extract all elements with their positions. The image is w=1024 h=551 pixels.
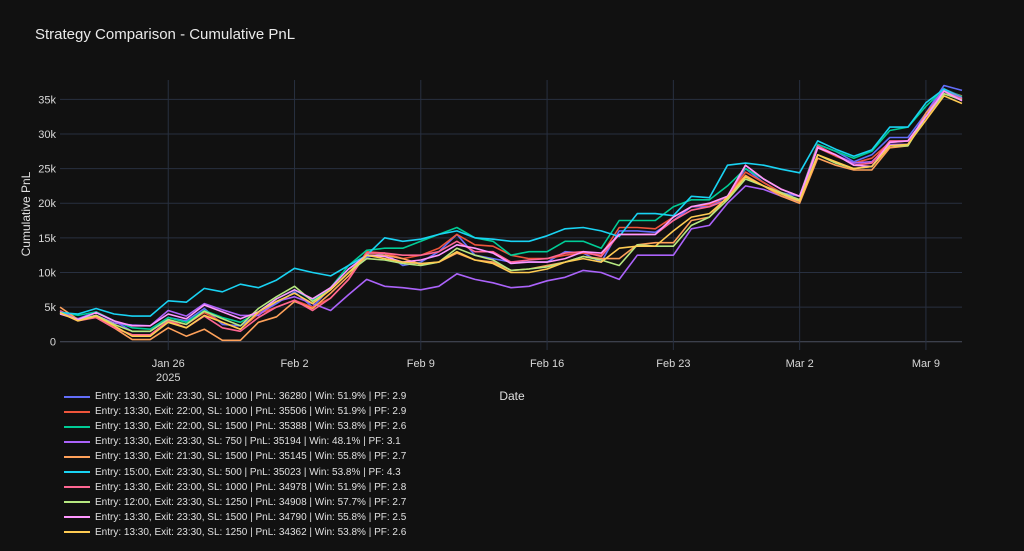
x-tick-label: Feb 2 (280, 358, 308, 370)
legend-swatch (64, 501, 90, 504)
series-line-9[interactable] (59, 90, 963, 327)
x-tick-label: Feb 16 (530, 358, 564, 370)
legend-item-3[interactable]: Entry: 13:30, Exit: 22:00, SL: 1500 | Pn… (64, 419, 406, 434)
legend-item-4[interactable]: Entry: 13:30, Exit: 23:30, SL: 750 | PnL… (64, 434, 406, 449)
chart-title: Strategy Comparison - Cumulative PnL (35, 26, 296, 43)
series-lines (59, 84, 963, 342)
x-tick-label: Feb 9 (407, 358, 435, 370)
legend-item-10[interactable]: Entry: 13:30, Exit: 23:30, SL: 1250 | Pn… (64, 525, 406, 540)
x-axis-title: Date (499, 389, 525, 403)
series-line-2[interactable] (59, 89, 963, 338)
y-tick-label: 15k (38, 233, 56, 245)
legend-item-1[interactable]: Entry: 13:30, Exit: 23:30, SL: 1000 | Pn… (64, 389, 406, 404)
legend-swatch (64, 486, 90, 489)
x-tick-year-label: 2025 (156, 372, 180, 384)
axis-ticks: 0 5k 10k 15k 20k 25k 30k 35k Jan 26 2025 Feb 2 Feb … (38, 94, 940, 384)
legend-item-2[interactable]: Entry: 13:30, Exit: 22:00, SL: 1000 | Pn… (64, 404, 406, 419)
legend-item-9[interactable]: Entry: 13:30, Exit: 23:30, SL: 1500 | Pn… (64, 510, 406, 525)
y-tick-label: 10k (38, 267, 56, 279)
legend-label: Entry: 13:30, Exit: 21:30, SL: 1500 | Pn… (95, 451, 407, 463)
y-tick-label: 0 (50, 337, 56, 349)
legend: Entry: 13:30, Exit: 23:30, SL: 1000 | Pn… (64, 389, 406, 540)
legend-label: Entry: 13:30, Exit: 23:30, SL: 1500 | Pn… (95, 511, 407, 523)
series-line-7[interactable] (59, 90, 963, 336)
y-tick-label: 30k (38, 129, 56, 141)
series-line-6[interactable] (59, 88, 963, 317)
legend-swatch (64, 425, 90, 428)
series-line-3[interactable] (59, 88, 963, 331)
legend-label: Entry: 13:30, Exit: 23:30, SL: 1250 | Pn… (95, 526, 407, 538)
series-line-5[interactable] (59, 93, 963, 342)
y-tick-label: 5k (44, 302, 56, 314)
series-line-4[interactable] (59, 88, 963, 327)
y-tick-label: 35k (38, 94, 56, 106)
series-line-10[interactable] (59, 95, 963, 338)
legend-item-5[interactable]: Entry: 13:30, Exit: 21:30, SL: 1500 | Pn… (64, 449, 406, 464)
legend-swatch (64, 455, 90, 458)
x-tick-label: Jan 26 (152, 358, 185, 370)
legend-label: Entry: 12:00, Exit: 23:30, SL: 1250 | Pn… (95, 496, 407, 508)
y-tick-label: 25k (38, 164, 56, 176)
x-tick-label: Feb 23 (656, 358, 690, 370)
legend-label: Entry: 13:30, Exit: 23:30, SL: 1000 | Pn… (95, 391, 407, 403)
legend-swatch (64, 395, 90, 398)
legend-label: Entry: 15:00, Exit: 23:30, SL: 500 | PnL… (95, 466, 401, 478)
legend-swatch (64, 531, 90, 534)
legend-item-7[interactable]: Entry: 13:30, Exit: 23:00, SL: 1000 | Pn… (64, 480, 406, 495)
legend-label: Entry: 13:30, Exit: 22:00, SL: 1000 | Pn… (95, 406, 407, 418)
x-tick-label: Mar 2 (786, 358, 814, 370)
legend-label: Entry: 13:30, Exit: 23:30, SL: 750 | PnL… (95, 436, 401, 448)
gridlines (60, 80, 962, 350)
y-axis-title: Cumulative PnL (19, 171, 33, 256)
legend-item-6[interactable]: Entry: 15:00, Exit: 23:30, SL: 500 | PnL… (64, 464, 406, 479)
legend-label: Entry: 13:30, Exit: 22:00, SL: 1500 | Pn… (95, 421, 407, 433)
legend-swatch (64, 440, 90, 443)
legend-label: Entry: 13:30, Exit: 23:00, SL: 1000 | Pn… (95, 481, 407, 493)
legend-item-8[interactable]: Entry: 12:00, Exit: 23:30, SL: 1250 | Pn… (64, 495, 406, 510)
legend-swatch (64, 516, 90, 519)
y-tick-label: 20k (38, 198, 56, 210)
legend-swatch (64, 471, 90, 474)
legend-swatch (64, 410, 90, 413)
x-tick-label: Mar 9 (912, 358, 940, 370)
